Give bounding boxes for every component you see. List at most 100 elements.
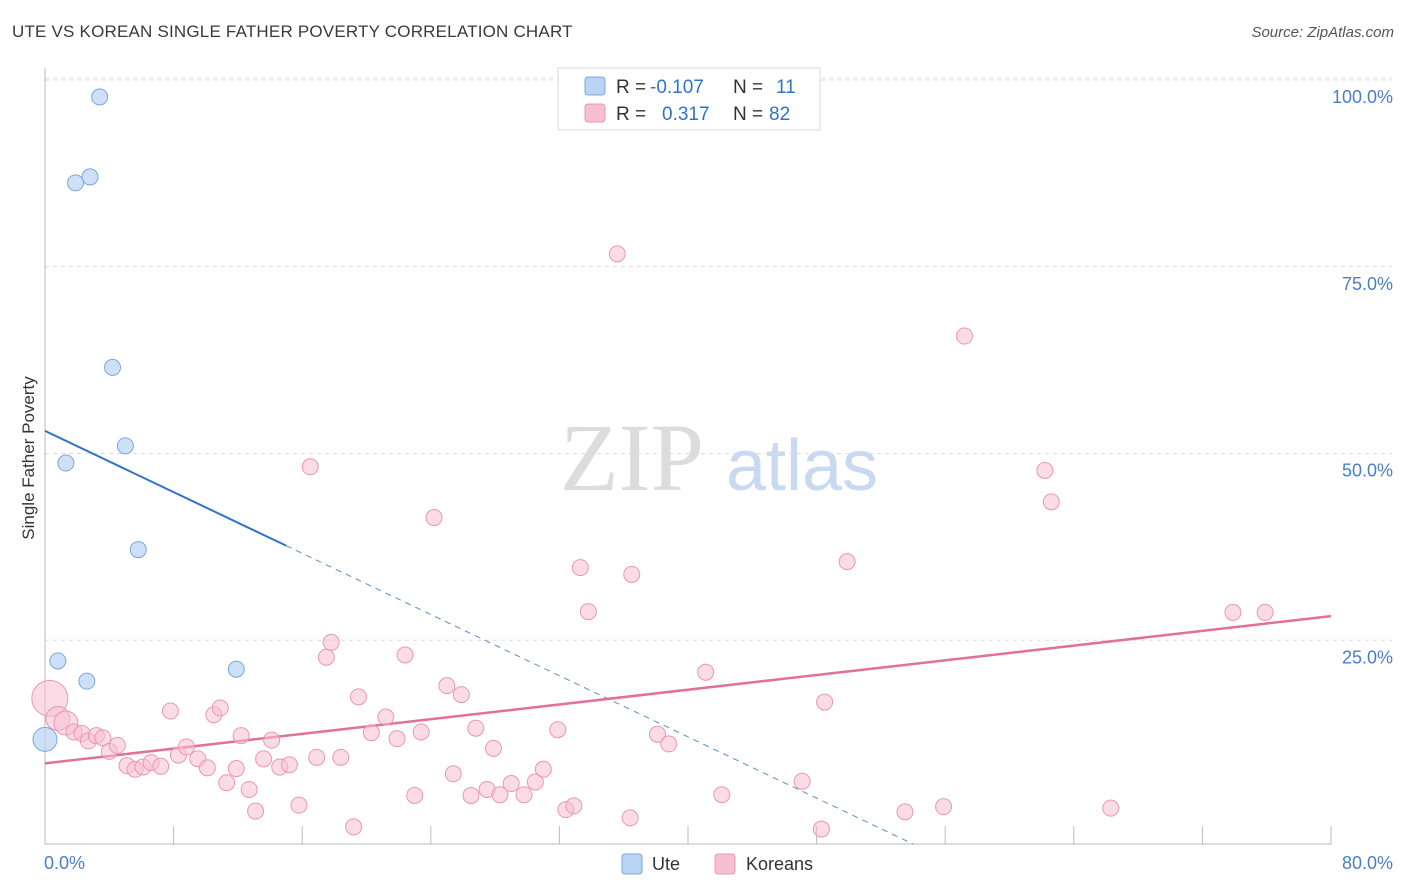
korean-point xyxy=(108,736,126,754)
watermark-zip: ZIP xyxy=(560,404,704,511)
legend-bottom-korean-swatch xyxy=(714,853,736,875)
korean-point xyxy=(608,245,626,263)
legend-series: Ute Koreans xyxy=(621,853,813,875)
x-tick-label-max: 80.0% xyxy=(1342,853,1393,873)
x-tick-label-min: 0.0% xyxy=(44,853,85,873)
korean-point xyxy=(838,553,856,571)
korean-point xyxy=(491,786,509,804)
ute-point xyxy=(78,672,96,690)
korean-point xyxy=(332,748,350,766)
korean-point xyxy=(935,798,953,816)
korean-point xyxy=(462,786,480,804)
ute-point xyxy=(129,541,147,559)
legend-korean-swatch xyxy=(584,103,606,123)
ute-trend-line xyxy=(44,430,287,547)
korean-point xyxy=(621,809,639,827)
korean-point xyxy=(377,708,395,726)
korean-point xyxy=(280,756,298,774)
korean-point xyxy=(896,803,914,821)
korean-point xyxy=(816,693,834,711)
korean-point xyxy=(1256,603,1274,621)
y-axis-label: Single Father Poverty xyxy=(19,376,38,540)
legend-bottom-ute-swatch xyxy=(621,853,643,875)
korean-point xyxy=(290,796,308,814)
korean-point xyxy=(301,458,319,476)
korean-point xyxy=(660,735,678,753)
korean-point xyxy=(161,702,179,720)
korean-point xyxy=(452,686,470,704)
legend-korean-n-label: N = xyxy=(733,104,763,125)
korean-point xyxy=(515,786,533,804)
legend-bottom-ute-label: Ute xyxy=(652,854,680,874)
ute-point xyxy=(91,88,109,106)
korean-point xyxy=(484,739,502,757)
korean-point xyxy=(227,760,245,778)
legend-korean-n-value: 82 xyxy=(769,104,790,125)
korean-point xyxy=(152,757,170,775)
legend-bottom-korean-label: Koreans xyxy=(746,854,813,874)
ute-point xyxy=(32,726,58,752)
ute-point xyxy=(49,652,67,670)
y-tick-label: 50.0% xyxy=(1342,461,1393,481)
korean-point xyxy=(713,786,731,804)
ute-trend-line-extension xyxy=(285,545,914,845)
ute-point xyxy=(104,358,122,376)
korean-point xyxy=(198,759,216,777)
korean-point xyxy=(1036,462,1054,479)
korean-point xyxy=(467,719,485,737)
korean-point xyxy=(240,780,258,798)
ute-point xyxy=(81,168,99,186)
korean-trend-line xyxy=(44,614,1332,765)
korean-point xyxy=(697,663,715,681)
korean-point xyxy=(362,724,380,742)
korean-point xyxy=(571,559,589,577)
korean-point xyxy=(812,820,830,838)
ute-point xyxy=(227,660,245,678)
korean-point xyxy=(255,750,273,768)
korean-point xyxy=(232,727,250,745)
korean-point xyxy=(438,677,456,695)
korean-point xyxy=(1042,493,1060,511)
korean-point xyxy=(444,765,462,783)
korean-point xyxy=(308,748,326,766)
y-tick-label: 100.0% xyxy=(1332,87,1393,107)
trend-lines xyxy=(44,430,1332,845)
legend-stats: R = -0.107 N = 11 R = 0.317 N = 82 xyxy=(557,67,821,131)
korean-point xyxy=(349,688,367,706)
y-tick-label: 25.0% xyxy=(1342,647,1393,667)
korean-point xyxy=(1102,799,1120,817)
korean-point xyxy=(211,699,229,717)
chart-title: UTE VS KOREAN SINGLE FATHER POVERTY CORR… xyxy=(12,22,573,41)
korean-point xyxy=(247,802,265,820)
korean-point xyxy=(322,633,340,651)
legend-korean-r-value: 0.317 xyxy=(662,104,710,125)
watermark-atlas: atlas xyxy=(726,426,878,506)
source-note: Source: ZipAtlas.com xyxy=(1251,24,1394,41)
korean-point xyxy=(406,786,424,804)
korean-point xyxy=(502,774,520,792)
y-tick-label: 75.0% xyxy=(1342,274,1393,294)
legend-ute-n-value: 11 xyxy=(776,77,796,98)
korean-point xyxy=(388,730,406,748)
legend-ute-swatch xyxy=(584,76,606,96)
korean-point xyxy=(526,773,544,791)
korean-point xyxy=(579,603,597,621)
korean-point xyxy=(317,648,335,666)
legend-ute-r-label: R = xyxy=(616,77,646,98)
korean-point xyxy=(263,731,281,749)
korean-point xyxy=(425,509,443,527)
korean-point xyxy=(549,721,567,739)
watermark: ZIP atlas xyxy=(560,404,878,511)
ute-point xyxy=(57,454,75,472)
korean-point xyxy=(793,772,811,790)
ute-point xyxy=(67,174,85,192)
korean-point xyxy=(648,725,666,743)
korean-point xyxy=(955,327,973,345)
korean-point xyxy=(534,760,552,778)
korean-point xyxy=(1224,603,1242,621)
tick-labels: 25.0% 50.0% 75.0% 100.0% 0.0% 80.0% xyxy=(44,87,1393,873)
korean-point xyxy=(565,797,583,815)
ute-point xyxy=(116,437,134,455)
data-points xyxy=(31,88,1274,838)
